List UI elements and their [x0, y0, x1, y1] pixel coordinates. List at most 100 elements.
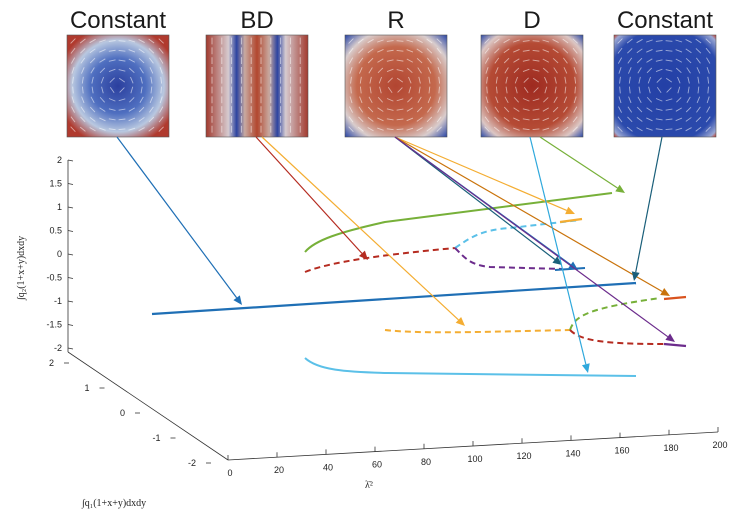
arrow-r-to-teal-head [552, 256, 562, 265]
vector-streak [108, 68, 116, 73]
vector-streak [108, 128, 116, 131]
vector-streak [386, 108, 394, 111]
vector-streak [386, 59, 394, 62]
vector-streak [99, 117, 106, 122]
vector-streak [573, 57, 578, 64]
vector-streak [138, 127, 145, 132]
vector-streak [349, 67, 353, 74]
vector-streak [504, 96, 509, 104]
vector-streak [426, 48, 433, 54]
vector-streak [72, 86, 74, 94]
curve-green-dashed-2 [569, 297, 661, 331]
x-tick-label: 80 [421, 457, 431, 467]
vector-streak [636, 116, 643, 122]
vector-streak [408, 76, 412, 84]
vector-streak [70, 116, 76, 123]
vector-streak [359, 96, 363, 104]
vector-streak [99, 49, 106, 53]
vector-streak [149, 96, 154, 104]
vector-streak [358, 57, 364, 64]
vector-streak [406, 107, 413, 112]
vector-streak [484, 57, 490, 64]
vector-streak [636, 106, 643, 113]
curves-layer [151, 192, 687, 377]
vector-streak [70, 47, 76, 54]
vector-streak [636, 38, 643, 44]
vector-streak [675, 107, 682, 112]
vector-streak [706, 57, 711, 64]
panel-title: Constant [70, 7, 166, 34]
vector-streak [118, 128, 126, 130]
vector-streak [159, 96, 163, 104]
vector-streak [562, 38, 569, 44]
vector-streak [99, 39, 106, 43]
vector-streak [665, 40, 673, 42]
vector-streak [522, 68, 530, 73]
vector-streak [427, 67, 432, 74]
vector-streak [386, 49, 394, 52]
vector-streak [418, 86, 421, 94]
vector-streak [437, 106, 442, 113]
depth-tick-label: 1 [84, 383, 89, 393]
vector-streak [426, 38, 433, 44]
vector-streak [406, 67, 413, 73]
vector-streak [618, 96, 622, 104]
panel-heatmap [205, 34, 309, 138]
vector-streak [522, 108, 530, 111]
vector-streak [129, 97, 135, 103]
vector-streak [542, 117, 550, 122]
vector-streak [572, 47, 578, 54]
y-tick-mark [67, 230, 74, 232]
vector-streak [128, 39, 136, 43]
vector-streak [359, 76, 362, 84]
panel-heatmap [344, 34, 448, 138]
vector-streak [617, 116, 623, 123]
arrow-r-to-blue-head [568, 261, 578, 270]
vector-streak [386, 68, 394, 73]
depth-tick-label: -1 [152, 433, 160, 443]
y-tick-label: -1.5 [46, 320, 62, 330]
vector-streak [148, 126, 155, 132]
vector-streak [685, 48, 692, 54]
vector-streak [676, 97, 682, 103]
vector-streak [665, 69, 673, 72]
vector-streak [626, 38, 633, 44]
vector-streak [675, 67, 682, 73]
vector-streak [494, 57, 500, 64]
y-tick-mark [67, 324, 74, 326]
vector-streak [100, 76, 105, 84]
vector-streak [638, 76, 641, 84]
vector-streak [628, 96, 632, 104]
vector-streak [655, 59, 663, 62]
vector-streak [138, 39, 145, 43]
vector-streak [706, 67, 710, 74]
vector-streak [101, 86, 104, 94]
vector-streak [367, 48, 374, 54]
vector-streak [563, 106, 568, 113]
vector-streak [367, 127, 374, 132]
vector-streak [656, 77, 662, 83]
vector-streak [655, 118, 663, 121]
vector-streak [532, 128, 540, 130]
vector-streak [90, 96, 95, 104]
vector-streak [707, 86, 709, 94]
vector-streak [150, 76, 153, 84]
vector-streak [416, 39, 423, 43]
vector-streak [99, 67, 106, 74]
vector-streak [677, 86, 681, 94]
panel-p1: Constant [66, 7, 170, 138]
vector-streak [665, 77, 673, 83]
vector-streak [513, 49, 520, 53]
vector-streak [532, 108, 540, 111]
vector-streak [368, 67, 373, 74]
vector-streak [522, 59, 530, 62]
depth-tick-label: -2 [188, 458, 196, 468]
curve-cyan [304, 357, 637, 377]
vector-streak [71, 106, 75, 113]
vector-streak [387, 77, 393, 83]
x-tick-label: 100 [467, 454, 482, 464]
vector-streak [397, 87, 403, 93]
vector-streak [81, 76, 84, 84]
vector-streak [159, 106, 164, 113]
vector-streak [70, 126, 76, 132]
